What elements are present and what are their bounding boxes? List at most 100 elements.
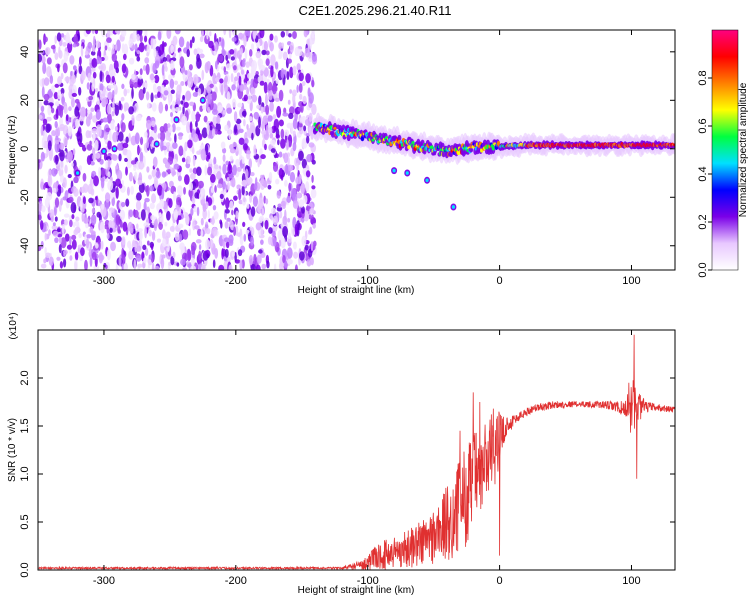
y-tick-label: 20 [19,94,31,106]
noise-cell [97,166,102,179]
noise-cell [184,70,188,75]
noise-cell [278,89,284,102]
noise-cell [68,106,72,112]
ridge-cell [360,136,365,141]
noise-cell [282,153,285,159]
noise-cell [104,192,111,203]
noise-cell [292,118,298,130]
ridge-edge [441,151,446,158]
noise-cell [133,81,139,89]
noise-cell [175,106,180,112]
noise-cell [222,163,227,175]
noise-cell [312,223,316,229]
noise-cell [57,89,62,100]
noise-cell [70,97,75,108]
noise-cell [132,30,137,43]
noise-cell [139,34,143,43]
noise-cell [190,265,196,270]
noise-cell [283,261,289,269]
noise-cell [80,45,84,57]
x-tick-label: 0 [497,575,503,587]
noise-cell [159,130,166,142]
noise-cell [276,105,282,118]
noise-cell [216,115,221,125]
noise-cell [283,107,287,115]
noise-cell [161,171,167,178]
noise-cell [43,93,50,101]
noise-cell [112,154,118,161]
noise-cell [309,32,316,45]
noise-cell [292,141,297,152]
noise-cell [197,48,204,54]
noise-cell [273,35,278,43]
noise-cell [191,110,196,123]
noise-cell [182,229,189,240]
noise-cell [38,159,41,164]
noise-cell [186,49,190,58]
snr-axes: -300 -200 -100 0 100 0.0 0.5 1.0 1.5 2.0 [19,329,676,587]
noise-cell [280,30,286,38]
noise-cell [107,158,111,171]
noise-cell [117,225,121,233]
noise-cell [90,50,96,56]
isolated-blob-core [425,178,429,183]
noise-cell [64,233,70,242]
noise-cell [169,225,175,232]
noise-cell [92,35,96,47]
noise-cell [90,188,95,196]
noise-cell [123,263,128,270]
noise-cell [121,30,127,37]
noise-cell [259,30,265,39]
noise-cell [261,102,265,108]
spectrogram-ylabel: Frequency (Hz) [7,116,18,185]
figure-title: C2E1.2025.296.21.40.R11 [299,3,452,18]
noise-cell [130,185,135,195]
noise-cell [267,184,272,190]
noise-cell [73,187,79,197]
noise-cell [149,202,155,210]
noise-cell [73,259,78,270]
noise-cell [294,223,298,235]
noise-cell [164,221,168,227]
noise-cell [192,155,196,167]
noise-cell [265,50,270,56]
noise-cell [224,75,229,83]
noise-cell [201,30,204,40]
noise-cell [214,129,219,135]
noise-cell [309,226,313,235]
noise-cell [231,176,236,188]
noise-cell [128,172,133,182]
noise-cell [277,139,280,146]
noise-cell [191,196,196,204]
noise-cell [109,30,114,36]
noise-cell [270,215,274,221]
noise-cell [76,130,81,143]
noise-cell [184,141,188,152]
noise-cell [164,161,171,169]
noise-cell [91,170,97,178]
noise-cell [160,84,165,95]
noise-cell [272,215,278,226]
noise-cell [86,82,90,90]
noise-cell [296,48,303,57]
noise-cell [95,109,101,121]
isolated-blob-core [102,149,106,154]
noise-cell [255,264,261,270]
noise-cell [59,159,64,171]
noise-cell [180,80,185,86]
noise-cell [45,123,51,133]
noise-cell [150,214,155,221]
noise-cell [41,55,46,64]
noise-cell [269,132,274,139]
noise-cell [106,233,110,240]
noise-cell [190,172,196,180]
noise-cell [194,192,199,199]
noise-cell [154,74,160,84]
noise-cell [87,41,93,49]
noise-cell [246,203,250,209]
noise-cell [139,74,143,80]
noise-cell [54,83,60,88]
noise-cell [58,244,62,254]
noise-cell [185,121,191,134]
noise-cell [94,30,99,35]
